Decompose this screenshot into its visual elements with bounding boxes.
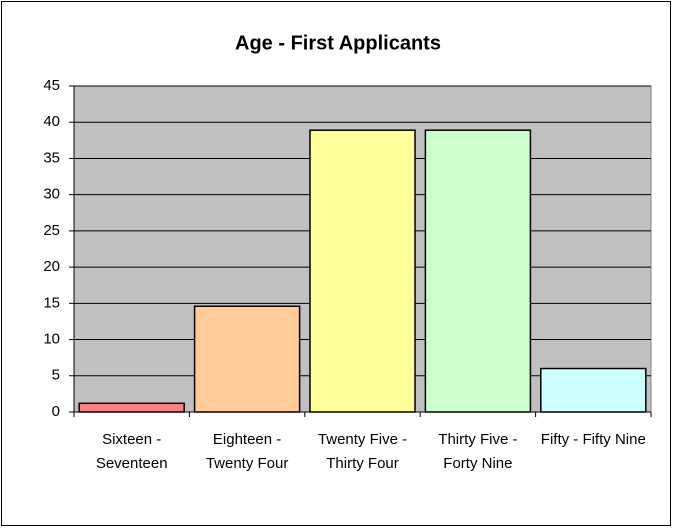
y-tick-label: 5 bbox=[52, 367, 60, 384]
y-tick-label: 30 bbox=[43, 186, 60, 203]
x-tick-label: Thirty Five - Forty Nine bbox=[438, 431, 518, 472]
bar bbox=[78, 402, 185, 413]
y-tick-label: 35 bbox=[43, 149, 60, 166]
bar bbox=[309, 129, 416, 413]
bar bbox=[193, 305, 301, 413]
y-tick-label: 10 bbox=[43, 331, 60, 348]
x-tick-label: Eighteen - Twenty Four bbox=[205, 431, 289, 472]
y-tick-label: 25 bbox=[43, 222, 60, 239]
chart-title: Age - First Applicants bbox=[235, 32, 441, 54]
y-tick-label: 45 bbox=[43, 77, 60, 94]
y-tick-label: 0 bbox=[52, 403, 60, 420]
x-tick-label: Twenty Five - Thirty Four bbox=[317, 431, 408, 472]
bar bbox=[540, 367, 647, 413]
bar bbox=[424, 129, 532, 413]
y-tick-label: 40 bbox=[43, 113, 60, 130]
x-tick-label: Fifty - Fifty Nine bbox=[540, 431, 646, 448]
y-tick-label: 15 bbox=[43, 294, 60, 311]
x-tick-label: Sixteen - Seventeen bbox=[95, 431, 168, 472]
y-tick-label: 20 bbox=[43, 258, 60, 275]
